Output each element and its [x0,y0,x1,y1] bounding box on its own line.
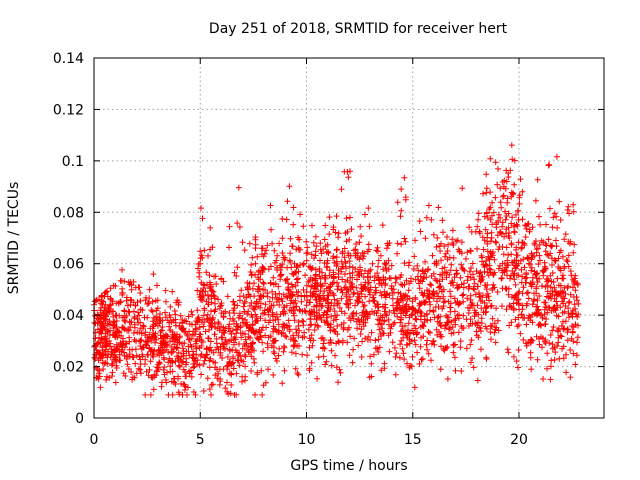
x-tick-label: 10 [298,432,316,448]
x-tick-label: 5 [196,432,205,448]
x-axis-label: GPS time / hours [290,458,407,474]
y-tick-label: 0.12 [53,102,84,118]
y-tick-label: 0.06 [53,257,84,273]
scatter-point-markers [91,142,582,398]
data-points [91,142,582,398]
y-tick-label: 0.02 [53,360,84,376]
chart-title: Day 251 of 2018, SRMTID for receiver her… [209,21,508,37]
y-tick-label: 0 [75,411,84,427]
y-tick-label: 0.04 [53,308,84,324]
y-axis-label: SRMTID / TECUs [6,182,22,295]
axis-ticks: 0 0.02 0.04 0.06 0.08 0.1 0.12 0.14 0 5 10 15 20 [53,51,604,448]
x-tick-label: 15 [404,432,422,448]
plot-frame [93,57,605,419]
y-tick-label: 0.08 [53,205,84,221]
x-tick-label: 0 [90,432,99,448]
y-tick-label: 0.1 [62,154,84,170]
x-tick-label: 20 [510,432,528,448]
grid [94,58,604,418]
y-tick-label: 0.14 [53,51,84,67]
